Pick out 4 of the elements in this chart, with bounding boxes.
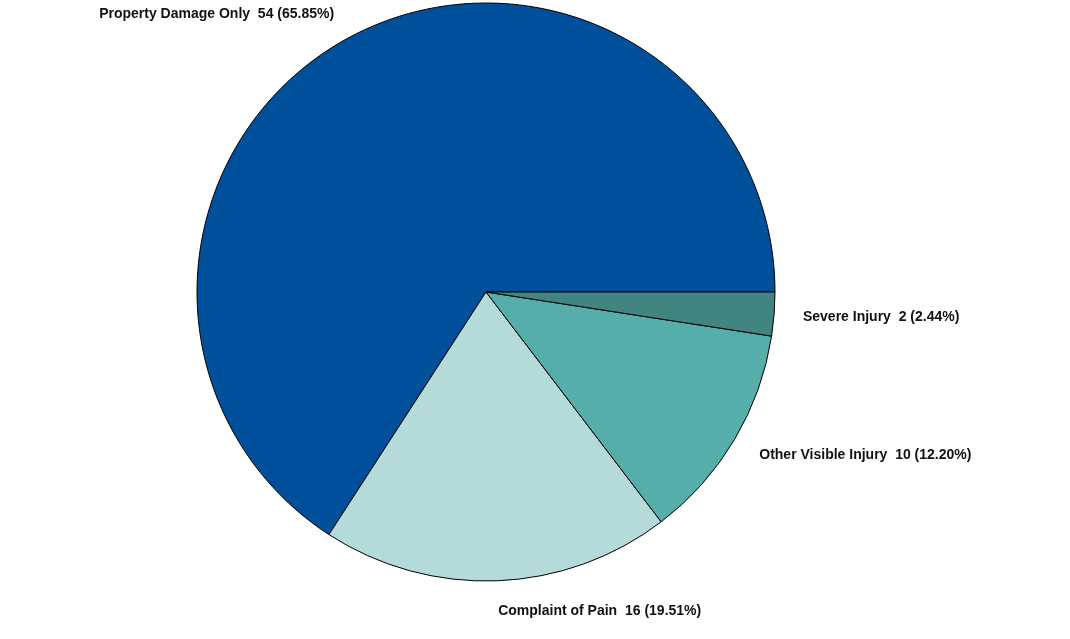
slice-label: Complaint of Pain 16 (19.51%) [498,601,702,618]
slice-label: Other Visible Injury 10 (12.20%) [759,446,972,463]
slice-label: Severe Injury 2 (2.44%) [802,308,960,325]
slice-label: Property Damage Only 54 (65.85%) [99,4,335,21]
